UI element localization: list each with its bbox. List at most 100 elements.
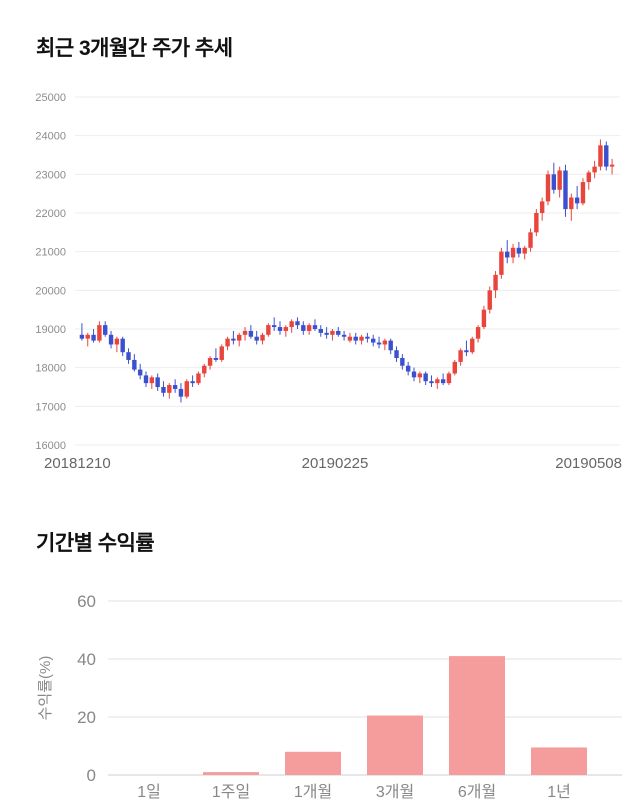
candle-body (574, 197, 580, 204)
candle-body (347, 336, 353, 341)
candle-body (149, 377, 155, 384)
candle-body (91, 334, 96, 341)
candle-body (295, 321, 300, 326)
candle-body (505, 251, 510, 258)
candle-body (475, 327, 481, 339)
candle-body (353, 336, 358, 341)
candle-body (336, 330, 341, 335)
price-candlestick-chart: 16000 17000 18000 19000 20000 21000 22000 23000… (35, 92, 622, 472)
candle-body (609, 164, 615, 167)
candle-body (330, 330, 335, 335)
candle-body (586, 172, 591, 183)
bar (203, 772, 259, 775)
y-tick-label: 17000 (35, 401, 66, 413)
y-tick-label: 20 (77, 708, 96, 727)
candle-body (97, 325, 102, 341)
candle-body (440, 379, 446, 384)
bar (449, 656, 505, 775)
price-chart-title: 최근 3개월간 주가 추세 (36, 37, 233, 60)
candle-body (120, 338, 125, 353)
x-tick-label: 1주일 (212, 783, 250, 801)
candle-body (289, 321, 294, 328)
candle-body (248, 330, 254, 337)
candle-body (190, 381, 195, 384)
candle-body (271, 325, 277, 328)
y-tick-label: 25000 (35, 92, 66, 104)
y-tick-label: 24000 (35, 131, 66, 143)
candle-body (231, 338, 236, 341)
bar (367, 715, 423, 775)
x-tick-label: 1일 (137, 783, 161, 801)
candle-body (580, 182, 586, 204)
x-tick-label: 20190508 (555, 455, 622, 472)
y-axis-label: 수익률(%) (37, 656, 54, 721)
candle-body (283, 327, 289, 331)
y-tick-label: 18000 (35, 363, 66, 375)
candle-body (266, 325, 271, 335)
candle-body (388, 340, 393, 351)
candle-body (598, 145, 603, 167)
y-tick-label: 20000 (35, 285, 66, 297)
candle-body (493, 274, 498, 291)
candle-body (405, 365, 411, 372)
y-tick-label: 40 (77, 650, 96, 669)
x-tick-label: 1개월 (294, 783, 332, 801)
candle-body (522, 247, 527, 254)
candle-body (172, 385, 178, 389)
candle-body (184, 381, 189, 397)
returns-chart-title: 기간별 수익률 (36, 532, 155, 555)
candle-body (423, 373, 428, 382)
candle-body (312, 325, 318, 329)
candle-body (481, 309, 487, 328)
candle-body (557, 170, 562, 190)
candle-body (301, 325, 306, 331)
candle-body (545, 174, 551, 202)
candle-body (108, 334, 114, 345)
candle-body (341, 334, 347, 337)
candle-body (394, 350, 399, 358)
candle-body (207, 358, 213, 366)
candle-body (85, 334, 90, 339)
candle-body (376, 342, 382, 345)
x-tick-label: 6개월 (458, 783, 496, 801)
candle-body (167, 385, 172, 393)
candle-body (359, 336, 364, 341)
y-tick-label: 60 (77, 592, 96, 611)
candle-body (569, 197, 574, 210)
candle-body (487, 290, 492, 310)
candle-body (178, 388, 184, 397)
candle-body (114, 338, 120, 345)
candle-body (592, 166, 597, 173)
candle-body (132, 359, 137, 370)
x-tick-label: 20190225 (302, 455, 369, 472)
candle-body (400, 358, 405, 366)
candle-body (161, 387, 166, 393)
candle-body (225, 338, 230, 347)
candle-body (371, 338, 376, 343)
returns-bar-chart: 0 20 40 60 수익률(%) 1일 1주일 1개월 3개월 6개월 1년 (37, 592, 622, 801)
candle-body (446, 373, 452, 384)
candle-body (516, 247, 522, 254)
candle-body (499, 251, 504, 275)
candle-body (318, 329, 323, 333)
candle-body (382, 340, 388, 345)
bar (531, 747, 587, 775)
y-tick-label: 22000 (35, 208, 66, 220)
candle-body (604, 145, 609, 167)
y-tick-label: 0 (87, 766, 96, 785)
candle-body (510, 247, 516, 258)
candle-body (452, 361, 457, 374)
candle-body (103, 325, 108, 335)
candle-body (324, 332, 329, 335)
candle-body (213, 358, 219, 360)
candle-body (202, 365, 207, 374)
candle-body (464, 350, 469, 353)
candle-body (435, 379, 440, 384)
x-tick-label: 1년 (547, 783, 571, 801)
candle-body (126, 352, 131, 360)
candle-body (470, 338, 475, 353)
candle-body (563, 170, 568, 210)
candle-body (137, 369, 143, 376)
y-tick-label: 19000 (35, 324, 66, 336)
